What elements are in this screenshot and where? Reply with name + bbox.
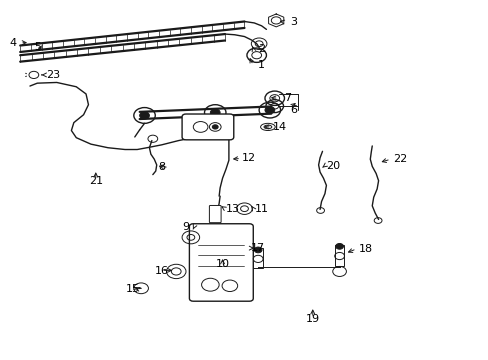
Ellipse shape (260, 123, 275, 131)
FancyBboxPatch shape (209, 206, 221, 223)
Bar (253, 248, 263, 268)
Text: 17: 17 (250, 243, 264, 253)
Text: 7: 7 (283, 93, 290, 103)
Circle shape (254, 247, 262, 253)
Circle shape (140, 112, 149, 119)
Ellipse shape (264, 125, 271, 129)
Text: 15: 15 (126, 284, 140, 294)
Text: 6: 6 (289, 105, 296, 115)
Text: 12: 12 (242, 153, 256, 163)
Text: 13: 13 (226, 204, 240, 214)
Text: 18: 18 (358, 244, 372, 254)
Text: 1: 1 (258, 60, 264, 70)
Text: 20: 20 (325, 161, 340, 171)
Text: 14: 14 (272, 122, 286, 132)
Text: 23: 23 (46, 70, 61, 80)
FancyBboxPatch shape (189, 224, 253, 301)
Text: 10: 10 (215, 259, 229, 269)
Text: 16: 16 (154, 266, 168, 276)
FancyBboxPatch shape (182, 114, 233, 140)
Text: 19: 19 (305, 314, 319, 324)
Text: 22: 22 (393, 154, 407, 164)
Text: 9: 9 (182, 222, 189, 231)
Bar (334, 244, 344, 266)
Text: 11: 11 (254, 204, 268, 214)
Text: 21: 21 (88, 176, 102, 186)
Circle shape (335, 243, 343, 249)
Text: 3: 3 (289, 17, 296, 27)
Text: 8: 8 (158, 162, 165, 172)
Circle shape (264, 107, 274, 114)
Circle shape (212, 125, 218, 129)
Circle shape (210, 109, 220, 116)
Text: 2: 2 (258, 44, 264, 54)
Text: 5: 5 (34, 42, 41, 52)
Text: 4: 4 (9, 38, 17, 48)
